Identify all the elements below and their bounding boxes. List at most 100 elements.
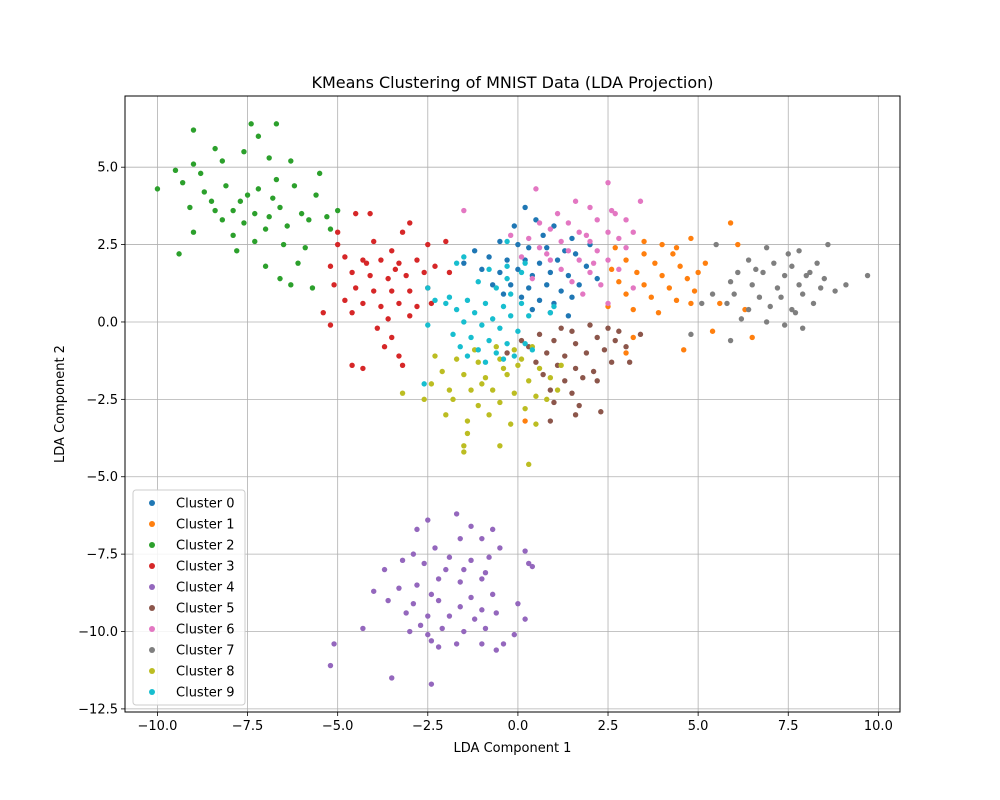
data-point [255, 133, 262, 139]
data-point [316, 170, 323, 177]
x-tick-label: 2.5 [598, 719, 619, 734]
data-point [486, 554, 492, 560]
data-point [594, 217, 600, 223]
data-point [774, 285, 781, 291]
data-point [479, 322, 485, 328]
y-tick-label: −2.5 [86, 393, 118, 408]
data-point [702, 260, 709, 266]
data-point [479, 381, 485, 387]
data-point [594, 275, 600, 282]
data-point [497, 545, 503, 551]
y-tick-label: 5.0 [97, 161, 118, 176]
legend-label: Cluster 6 [176, 623, 235, 638]
data-point [385, 275, 391, 282]
data-point [407, 628, 413, 635]
data-point [446, 554, 453, 560]
data-point [587, 322, 593, 328]
data-point [522, 204, 528, 211]
data-point [605, 300, 611, 307]
data-point [414, 582, 420, 588]
data-point [515, 266, 521, 273]
legend-marker [149, 563, 155, 569]
data-point [327, 662, 334, 669]
axis-ticks: −10.0 −7.5 −5.0 −2.5 0.0 2.5 5.0 7.5 10.0 −12.5 −1… [78, 161, 893, 734]
data-point [515, 600, 521, 607]
data-point [623, 257, 629, 263]
data-point [475, 279, 481, 285]
data-point [796, 248, 802, 254]
data-point [504, 257, 510, 263]
data-point [526, 560, 532, 567]
y-tick-label: −5.0 [86, 470, 118, 485]
data-point [457, 344, 463, 350]
data-point [288, 158, 294, 164]
data-point [277, 204, 283, 211]
data-point [792, 309, 799, 316]
data-point [468, 523, 474, 529]
data-point [630, 229, 636, 235]
x-tick-label: −5.0 [322, 719, 354, 734]
data-point [623, 244, 629, 251]
data-point [234, 248, 240, 254]
data-point [457, 535, 463, 542]
data-point [432, 297, 438, 304]
y-tick-label: 0.0 [97, 315, 118, 330]
data-point [817, 285, 824, 291]
data-point [536, 331, 543, 338]
plot-frame [124, 95, 901, 713]
data-point [468, 594, 474, 601]
data-point [666, 285, 673, 291]
data-point [565, 220, 572, 226]
data-point [526, 461, 532, 468]
data-point [331, 282, 337, 288]
data-point [637, 198, 644, 204]
data-point [187, 204, 193, 211]
data-point [461, 260, 467, 266]
data-point [554, 257, 561, 263]
data-point [713, 241, 719, 248]
data-point [497, 325, 503, 331]
data-point [482, 374, 489, 381]
data-point [540, 371, 546, 378]
data-point [616, 266, 622, 273]
series-cluster-7 [688, 241, 871, 344]
series-cluster-4 [327, 511, 536, 687]
data-point [810, 300, 817, 307]
data-point [504, 275, 510, 282]
data-point [576, 402, 582, 409]
data-point [511, 390, 518, 396]
data-point [536, 244, 543, 251]
data-point [587, 238, 593, 245]
data-point [428, 638, 435, 644]
legend-marker [149, 689, 155, 695]
y-tick-label: 2.5 [97, 238, 118, 253]
data-point [461, 319, 467, 325]
data-point [727, 220, 734, 226]
data-point [482, 625, 489, 632]
data-point [446, 387, 453, 393]
data-point [197, 170, 204, 177]
data-point [522, 548, 528, 554]
data-point [439, 368, 445, 375]
data-point [327, 263, 334, 269]
data-point [648, 294, 654, 300]
y-tick-label: −7.5 [86, 548, 118, 563]
data-point [583, 263, 590, 269]
data-point [612, 337, 618, 344]
data-point [392, 266, 399, 273]
data-point [659, 272, 665, 279]
data-point [533, 359, 539, 365]
x-tick-label: 5.0 [688, 719, 709, 734]
data-point [500, 365, 507, 372]
data-point [252, 238, 258, 245]
data-point [536, 260, 543, 266]
data-point [468, 334, 474, 341]
data-point [489, 526, 496, 533]
data-point [551, 399, 557, 406]
data-point [208, 198, 215, 204]
data-point [421, 396, 427, 403]
data-point [428, 300, 435, 307]
data-point [493, 610, 499, 616]
data-point [500, 291, 507, 297]
data-point [511, 353, 518, 359]
